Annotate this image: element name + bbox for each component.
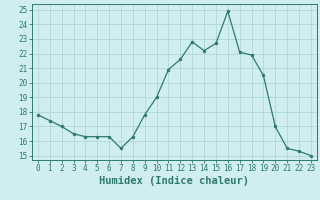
X-axis label: Humidex (Indice chaleur): Humidex (Indice chaleur) — [100, 176, 249, 186]
